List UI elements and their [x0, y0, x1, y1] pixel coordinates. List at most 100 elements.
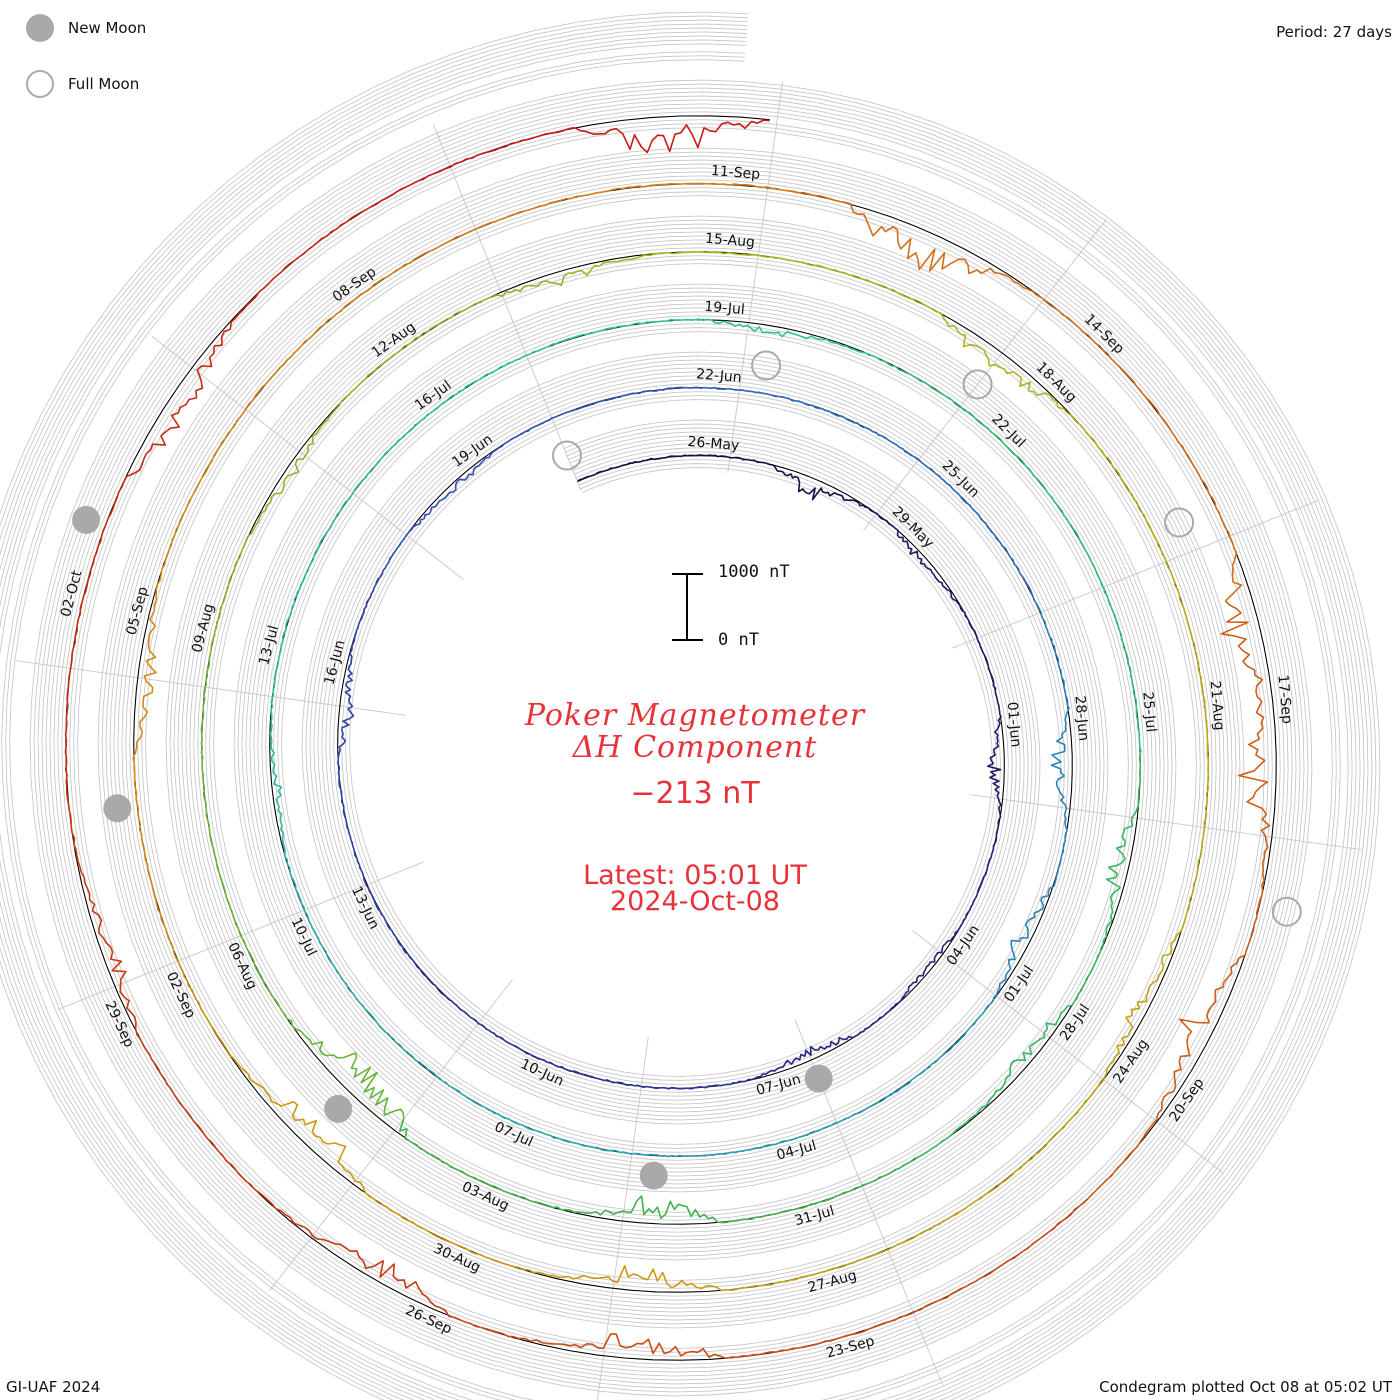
new-moon-marker: [639, 1161, 668, 1190]
scale-bottom-label: 0 nT: [718, 630, 759, 650]
date-tick-label: 09-Aug: [189, 602, 217, 654]
grid-spiral: [0, 23, 1369, 1400]
legend-full-moon: Full Moon: [26, 70, 139, 98]
grid-spoke: [14, 659, 406, 716]
trace-segment: [787, 189, 1243, 602]
date-tick-label: 10-Jul: [288, 915, 320, 958]
grid-spoke: [912, 930, 1225, 1174]
current-value: −213 nT: [630, 776, 760, 811]
grid-spiral: [1, 51, 1341, 1400]
date-tick-label: 01-Jun: [1004, 701, 1024, 748]
date-tick-label: 15-Aug: [704, 231, 755, 251]
trace-segment: [233, 182, 788, 427]
trace-segment: [459, 1198, 1089, 1359]
full-moon-marker: [552, 440, 582, 471]
trace-segment: [209, 272, 569, 654]
trace-segment: [745, 842, 996, 1083]
grid-spiral: [0, 31, 1361, 1400]
trace-segment: [132, 425, 236, 1014]
trace-segment: [700, 386, 1036, 602]
full-moon-marker: [751, 350, 782, 381]
trace-segment: [373, 386, 702, 589]
date-tick-label: 25-Jul: [1139, 691, 1159, 733]
date-tick-label: 19-Jul: [704, 299, 746, 318]
full-moon-label: Full Moon: [68, 75, 140, 93]
grid-spiral: [5, 55, 1337, 1400]
full-moon-marker: [1164, 507, 1195, 538]
grid-spiral: [0, 15, 1377, 1400]
trace-segment: [1087, 600, 1271, 1200]
moon-markers: [72, 350, 1302, 1190]
trace-segment: [200, 653, 405, 1119]
full-moon-marker: [962, 369, 993, 400]
date-tick-label: 11-Sep: [710, 163, 761, 183]
grid-spoke: [596, 1037, 649, 1400]
scale-top-label: 1000 nT: [718, 562, 790, 582]
grid-spoke: [269, 979, 513, 1292]
new-moon-icon: [26, 14, 54, 42]
latest-date: 2024-Oct-08: [610, 886, 780, 917]
trace-segment: [202, 1012, 707, 1290]
date-tick-label: 05-Sep: [124, 585, 152, 637]
new-moon-marker: [324, 1094, 353, 1123]
grid-spiral: [0, 39, 1353, 1400]
latest-time: Latest: 05:01 UT: [583, 860, 807, 891]
grid-spoke: [970, 794, 1362, 851]
grid-spoke: [952, 499, 1319, 649]
legend-new-moon: New Moon: [26, 14, 146, 42]
date-tick-label: 17-Sep: [1274, 674, 1294, 725]
grid-spiral: [0, 43, 1349, 1400]
footer-plot-time: Condegram plotted Oct 08 at 05:02 UT: [1099, 1378, 1392, 1396]
date-tick-label: 28-Jun: [1071, 695, 1091, 742]
chart-subtitle: ΔH Component: [572, 730, 818, 765]
new-moon-label: New Moon: [68, 19, 147, 37]
trace-segment: [371, 119, 770, 208]
trace-segment: [66, 798, 461, 1321]
grid-spiral: [0, 27, 1365, 1400]
trace-segment: [282, 840, 591, 1148]
grid-spiral: [0, 11, 1381, 1400]
full-moon-marker: [1271, 896, 1302, 927]
grid-spiral: [9, 59, 1333, 1400]
date-tick-label: 23-Sep: [825, 1333, 877, 1361]
trace-segment: [987, 600, 1070, 1007]
new-moon-marker: [804, 1064, 833, 1093]
chart-title: Poker Magnetometer: [524, 698, 866, 733]
date-tick-label: 31-Jul: [793, 1203, 836, 1229]
new-moon-marker: [103, 794, 132, 823]
grid-spoke: [151, 336, 464, 580]
trace-segment: [880, 359, 1142, 756]
trace-segment: [891, 754, 1142, 1173]
grid-spiral: [0, 19, 1373, 1400]
trace-segment: [590, 1005, 989, 1158]
trace-segment: [1080, 424, 1210, 967]
trace-segment: [399, 1118, 892, 1224]
date-tick-label: 28-Jul: [1057, 1001, 1093, 1043]
date-tick-label: 16-Jul: [412, 377, 454, 413]
period-label: Period: 27 days: [1276, 23, 1392, 41]
trace-segment: [706, 966, 1165, 1292]
trace-segment: [424, 318, 881, 419]
footer-credit: GI-UAF 2024: [6, 1378, 101, 1396]
scale-bar: [672, 573, 703, 641]
trace-segment: [337, 587, 411, 958]
trace-segment: [269, 417, 426, 842]
date-tick-label: 02-Oct: [58, 568, 86, 618]
grid-spoke: [727, 81, 784, 473]
date-tick-label: 27-Aug: [806, 1267, 858, 1296]
trace-segment: [567, 251, 1082, 427]
data-trace: [64, 119, 1271, 1359]
grid-spoke: [863, 218, 1107, 531]
new-moon-marker: [72, 505, 101, 534]
grid-layer: [0, 11, 1381, 1400]
trace-segment: [409, 956, 746, 1090]
date-tick-label: 19-Jun: [449, 431, 495, 470]
date-tick-label: 01-Jul: [1001, 963, 1037, 1005]
grid-spoke: [432, 124, 582, 491]
trace-segment: [577, 454, 894, 528]
date-tick-label: 26-May: [687, 434, 740, 454]
full-moon-icon: [26, 70, 54, 98]
date-tick-label: 22-Jun: [696, 366, 743, 386]
date-tick-label: 16-Jun: [321, 639, 348, 687]
trace-segment: [64, 205, 372, 799]
